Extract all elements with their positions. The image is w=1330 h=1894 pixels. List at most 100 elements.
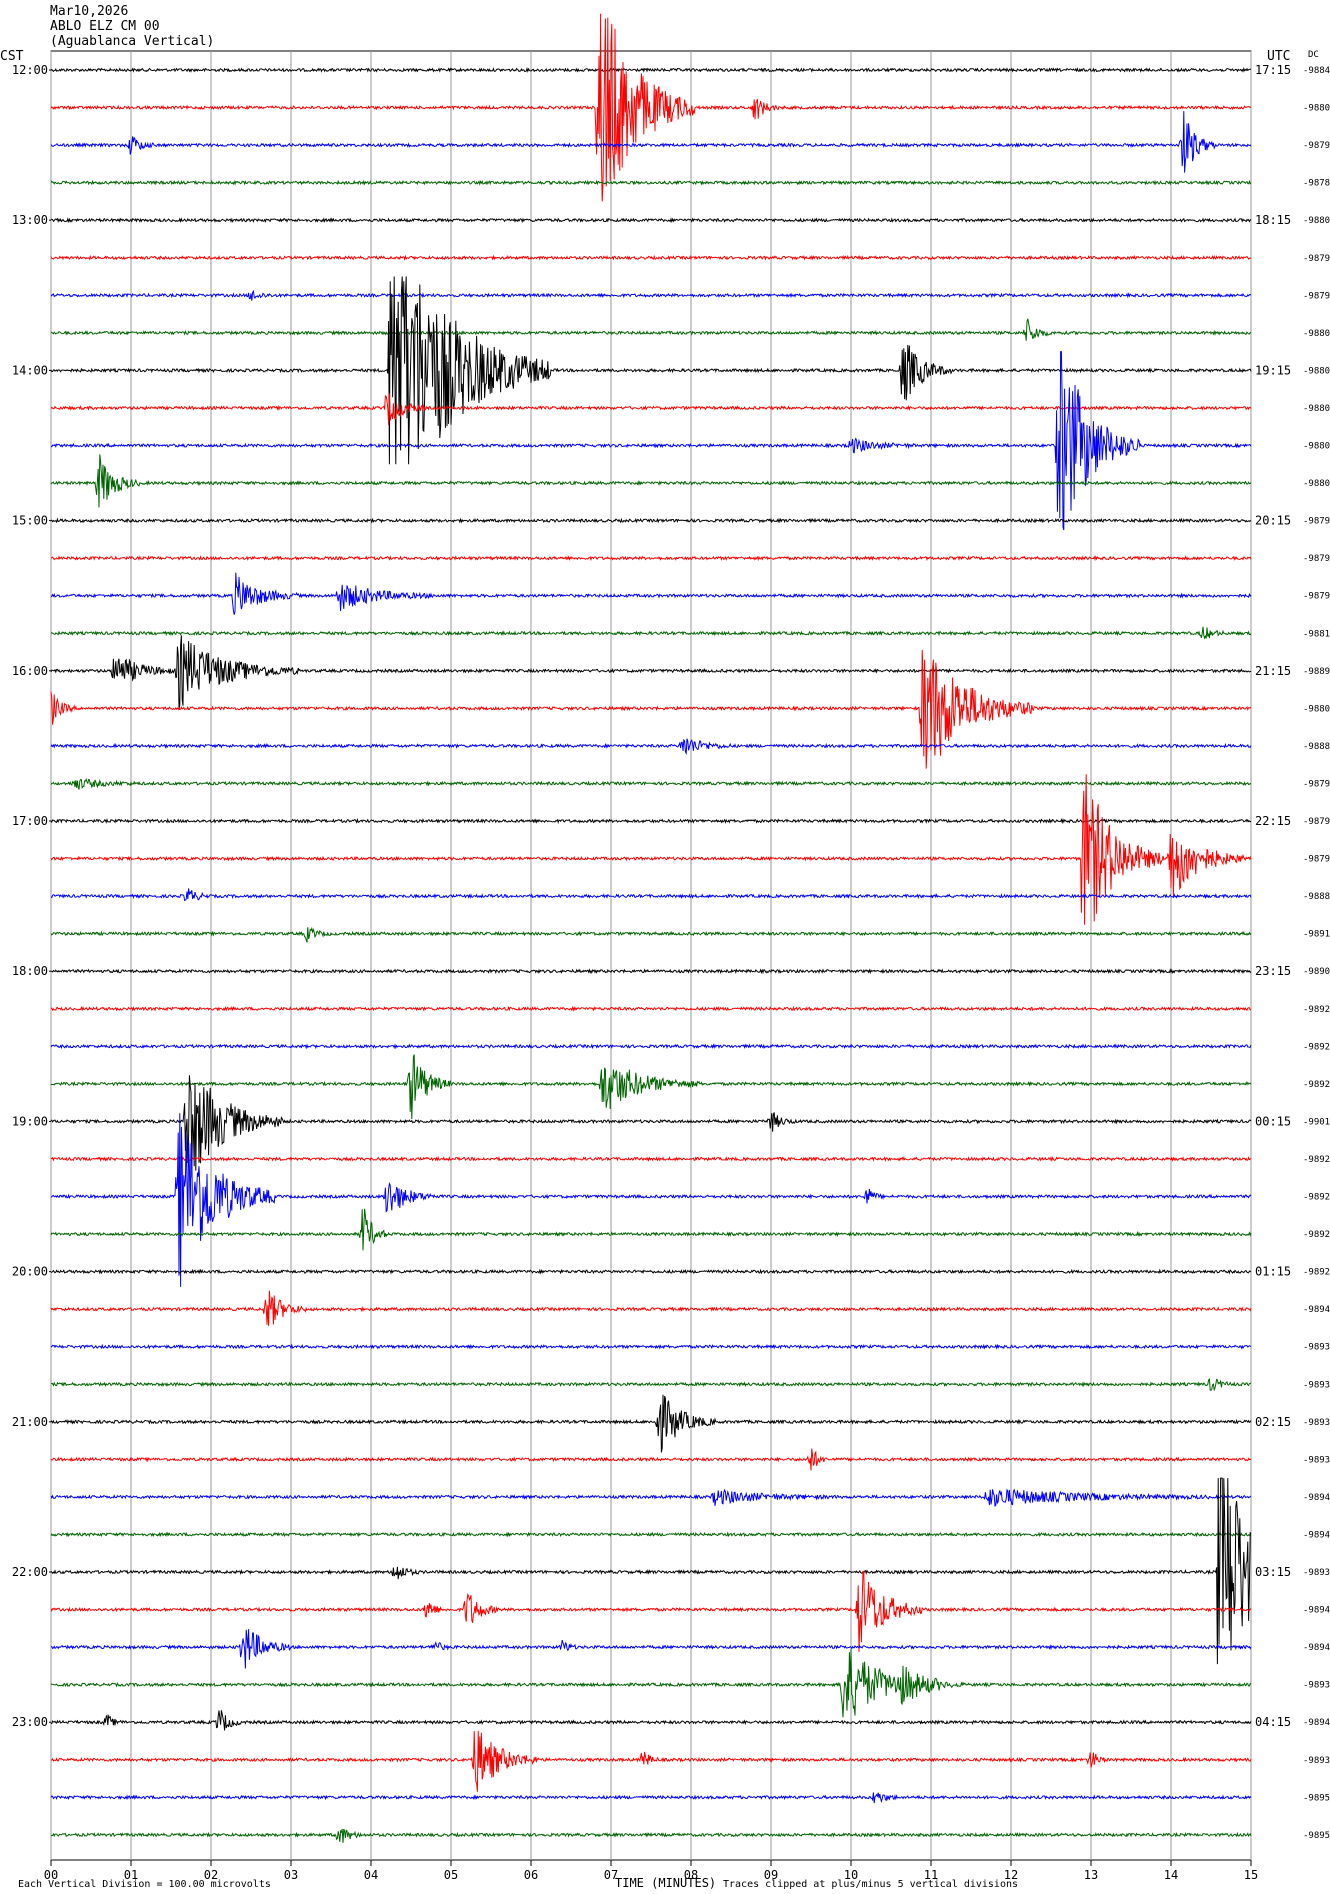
x-tick-label: 09 — [764, 1868, 778, 1882]
minute-grid — [49, 50, 1252, 1866]
hour-label-utc: 01:15 — [1255, 1265, 1291, 1279]
x-tick-label: 12 — [1004, 1868, 1018, 1882]
trace-line — [50, 1570, 1252, 1652]
dc-offset-label: -9878 — [1303, 179, 1330, 189]
dc-offset-label: -9894 — [1303, 1606, 1330, 1616]
x-tick-label: 03 — [284, 1868, 298, 1882]
trace-line — [50, 1043, 1252, 1050]
hour-label-utc: 17:15 — [1255, 63, 1291, 77]
dc-offset-label: -9881 — [1303, 629, 1330, 639]
trace-line — [50, 774, 1252, 925]
x-tick-label: 08 — [684, 1868, 698, 1882]
dc-offset-label: -9879 — [1303, 291, 1330, 301]
trace-line — [50, 1156, 1252, 1163]
hour-label-cst: 14:00 — [12, 363, 48, 377]
dc-offset-label: -9893 — [1303, 1681, 1330, 1691]
trace-line — [50, 1394, 1252, 1453]
x-tick-label: 01 — [124, 1868, 138, 1882]
trace-line — [50, 66, 1252, 73]
trace-line — [50, 817, 1252, 825]
dc-offset-label: -9893 — [1303, 1756, 1330, 1766]
x-tick-label: 04 — [364, 1868, 378, 1882]
trace-line — [50, 777, 1252, 790]
dc-offset-label: -9880 — [1303, 442, 1330, 452]
dc-offset-label: -9879 — [1303, 817, 1330, 827]
trace-line — [50, 1730, 1252, 1792]
dc-offset-label: -9888 — [1303, 892, 1330, 902]
trace-line — [50, 454, 1252, 508]
dc-offset-label: -9880 — [1303, 104, 1330, 114]
dc-offset-label: -9889 — [1303, 667, 1330, 677]
dc-offset-label: -9894 — [1303, 1530, 1330, 1540]
trace-line — [50, 926, 1252, 943]
x-tick-label: 10 — [844, 1868, 858, 1882]
trace-line — [50, 1448, 1252, 1471]
dc-offset-label: -9901 — [1303, 1117, 1330, 1127]
dc-offset-label: -9879 — [1303, 254, 1330, 264]
trace-line — [50, 179, 1252, 186]
dc-offset-label: -9893 — [1303, 1418, 1330, 1428]
station-code: ABLO ELZ CM 00 — [50, 19, 160, 34]
trace-line — [50, 1343, 1252, 1350]
trace-line — [50, 1075, 1252, 1178]
hour-label-cst: 20:00 — [12, 1265, 48, 1279]
hour-label-cst: 21:00 — [12, 1415, 48, 1429]
dc-offset-label: -9894 — [1303, 1718, 1330, 1728]
trace-line — [50, 1792, 1252, 1804]
dc-offset-label: -9893 — [1303, 1455, 1330, 1465]
dc-offset-label: -9880 — [1303, 404, 1330, 414]
hour-label-cst: 18:00 — [12, 964, 48, 978]
dc-offset-label: -9893 — [1303, 1568, 1330, 1578]
x-tick-label: 00 — [44, 1868, 58, 1882]
hour-label-cst: 22:00 — [12, 1565, 48, 1579]
hour-label-utc: 00:15 — [1255, 1114, 1291, 1128]
trace-line — [50, 111, 1252, 173]
dc-offset-label: -9892 — [1303, 1042, 1330, 1052]
hour-label-utc: 20:15 — [1255, 514, 1291, 528]
trace-line — [50, 1629, 1252, 1669]
trace-line — [50, 635, 1252, 710]
x-axis-label: TIME (MINUTES) — [615, 1876, 716, 1890]
dc-offset-label: -9880 — [1303, 366, 1330, 376]
x-tick-label: 15 — [1244, 1868, 1258, 1882]
hour-label-cst: 15:00 — [12, 514, 48, 528]
x-tick-label: 06 — [524, 1868, 538, 1882]
trace-line — [50, 217, 1252, 224]
trace-line — [50, 1005, 1252, 1012]
hour-label-utc: 04:15 — [1255, 1715, 1291, 1729]
dc-offset-label: -9879 — [1303, 554, 1330, 564]
hour-label-utc: 19:15 — [1255, 363, 1291, 377]
dc-offset-label: -9879 — [1303, 141, 1330, 151]
trace-line — [50, 555, 1252, 562]
trace-line — [50, 318, 1252, 341]
dc-offset-label: -9893 — [1303, 1343, 1330, 1353]
dc-offset-label: -9880 — [1303, 329, 1330, 339]
x-tick-label: 13 — [1084, 1868, 1098, 1882]
trace-line — [51, 1828, 1252, 1843]
clip-note: Traces clipped at plus/minus 5 vertical … — [723, 1879, 1018, 1890]
trace-line — [50, 626, 1252, 640]
trace-line — [50, 572, 1252, 615]
dc-offset-label: -9894 — [1303, 1643, 1330, 1653]
x-tick-label: 11 — [924, 1868, 938, 1882]
plot-date: Mar10,2026 — [50, 4, 128, 19]
trace-line — [50, 1113, 1252, 1287]
trace-line — [50, 13, 1252, 202]
trace-line — [50, 1710, 1252, 1731]
trace-line — [50, 888, 1252, 902]
hour-label-utc: 18:15 — [1255, 213, 1291, 227]
dc-offset-label: -9879 — [1303, 592, 1330, 602]
dc-offset-label: -9880 — [1303, 216, 1330, 226]
scale-note: Each Vertical Division = 100.00 microvol… — [18, 1879, 271, 1890]
trace-line — [50, 1531, 1252, 1538]
dc-offset-label: -9895 — [1303, 1793, 1330, 1803]
trace-line — [50, 517, 1252, 524]
trace-line — [50, 1477, 1252, 1665]
trace-line — [50, 289, 1252, 301]
x-tick-label: 14 — [1164, 1868, 1178, 1882]
dc-offset-label: -9880 — [1303, 479, 1330, 489]
trace-line — [50, 351, 1252, 531]
dc-offset-label: -9888 — [1303, 742, 1330, 752]
trace-line — [50, 1290, 1252, 1326]
